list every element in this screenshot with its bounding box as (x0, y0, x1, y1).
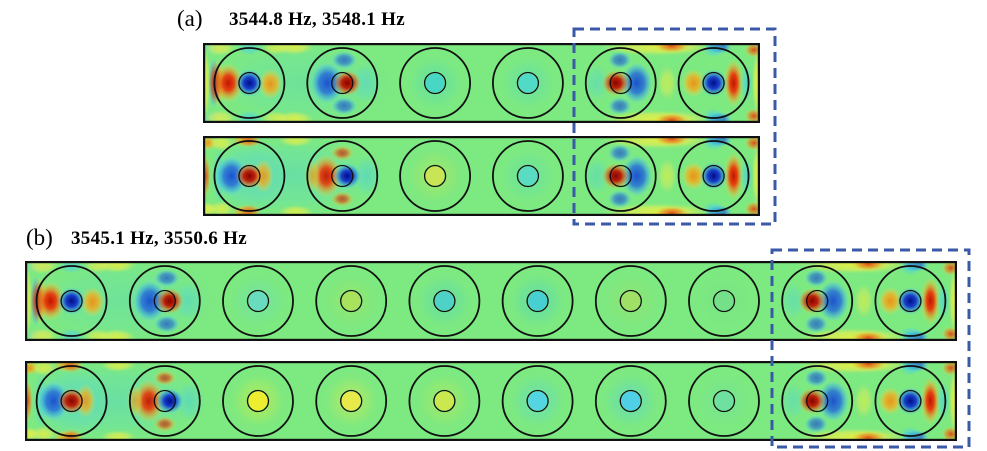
panel-a-label: (a) (177, 6, 203, 31)
unit-cell-5 (408, 365, 481, 437)
panel-a-frequencies: 3544.8 Hz, 3548.1 Hz (229, 9, 405, 30)
unit-cell-3 (399, 47, 471, 119)
unit-cell-4 (315, 365, 388, 437)
unit-cell-6 (501, 365, 574, 437)
unit-cell-3 (222, 265, 294, 337)
panel-b-label: (b) (26, 225, 53, 250)
panel-b-strip-2 (25, 361, 957, 441)
unit-cell-1 (25, 261, 112, 341)
unit-cell-2 (126, 365, 205, 437)
unit-cell-3 (222, 365, 294, 437)
unit-cell-7 (594, 265, 667, 337)
unit-cell-5 (408, 265, 481, 337)
unit-cell-1 (203, 136, 296, 216)
unit-cell-1 (203, 43, 290, 123)
panel-b-frequencies: 3545.1 Hz, 3550.6 Hz (71, 228, 247, 249)
unit-cell-2 (128, 265, 205, 337)
panel-a-strip-2 (203, 136, 760, 216)
unit-cell-8 (688, 365, 760, 437)
unit-cell-4 (315, 265, 388, 337)
unit-cell-3 (399, 140, 471, 212)
unit-cell-2 (306, 47, 383, 119)
unit-cell-8 (688, 265, 760, 337)
unit-cell-2 (304, 140, 383, 212)
unit-cell-7 (594, 365, 667, 437)
panel-b-strip-1 (25, 261, 957, 341)
unit-cell-4 (492, 140, 564, 212)
unit-cell-1 (25, 361, 118, 441)
unit-cell-4 (492, 47, 564, 119)
panel-a-strip-1 (203, 43, 760, 123)
unit-cell-6 (501, 265, 574, 337)
